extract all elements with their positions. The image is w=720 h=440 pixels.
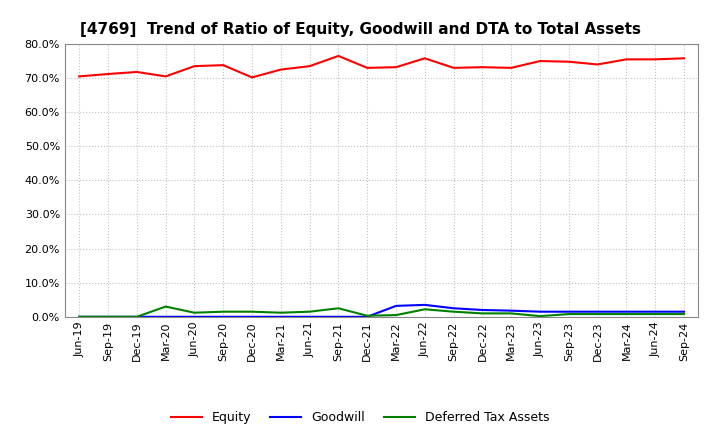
- Equity: [334, 53, 343, 59]
- Goodwill: [622, 309, 631, 314]
- Deferred Tax Assets: [132, 314, 141, 319]
- Goodwill: [593, 309, 602, 314]
- Goodwill: [305, 314, 314, 319]
- Equity: [248, 75, 256, 80]
- Deferred Tax Assets: [248, 309, 256, 314]
- Equity: [219, 62, 228, 68]
- Line: Equity: Equity: [79, 56, 684, 77]
- Equity: [161, 74, 170, 79]
- Text: [4769]  Trend of Ratio of Equity, Goodwill and DTA to Total Assets: [4769] Trend of Ratio of Equity, Goodwil…: [79, 22, 641, 37]
- Goodwill: [363, 314, 372, 319]
- Deferred Tax Assets: [334, 306, 343, 311]
- Line: Goodwill: Goodwill: [79, 305, 684, 317]
- Deferred Tax Assets: [680, 312, 688, 317]
- Deferred Tax Assets: [363, 313, 372, 319]
- Deferred Tax Assets: [651, 312, 660, 317]
- Goodwill: [478, 307, 487, 312]
- Goodwill: [190, 314, 199, 319]
- Equity: [564, 59, 573, 64]
- Equity: [420, 56, 429, 61]
- Equity: [75, 74, 84, 79]
- Goodwill: [104, 314, 112, 319]
- Deferred Tax Assets: [478, 311, 487, 316]
- Goodwill: [161, 314, 170, 319]
- Goodwill: [248, 314, 256, 319]
- Line: Deferred Tax Assets: Deferred Tax Assets: [79, 307, 684, 317]
- Goodwill: [392, 303, 400, 308]
- Goodwill: [536, 309, 544, 314]
- Deferred Tax Assets: [593, 312, 602, 317]
- Legend: Equity, Goodwill, Deferred Tax Assets: Equity, Goodwill, Deferred Tax Assets: [166, 407, 554, 429]
- Deferred Tax Assets: [420, 307, 429, 312]
- Deferred Tax Assets: [622, 312, 631, 317]
- Goodwill: [507, 308, 516, 313]
- Equity: [305, 63, 314, 69]
- Goodwill: [680, 309, 688, 314]
- Deferred Tax Assets: [507, 311, 516, 316]
- Deferred Tax Assets: [392, 312, 400, 318]
- Equity: [680, 56, 688, 61]
- Goodwill: [420, 302, 429, 308]
- Deferred Tax Assets: [449, 309, 458, 314]
- Goodwill: [334, 314, 343, 319]
- Deferred Tax Assets: [536, 313, 544, 319]
- Deferred Tax Assets: [276, 310, 285, 315]
- Equity: [622, 57, 631, 62]
- Goodwill: [75, 314, 84, 319]
- Equity: [507, 65, 516, 70]
- Equity: [593, 62, 602, 67]
- Equity: [536, 59, 544, 64]
- Deferred Tax Assets: [564, 312, 573, 317]
- Deferred Tax Assets: [219, 309, 228, 314]
- Equity: [132, 70, 141, 75]
- Goodwill: [132, 314, 141, 319]
- Deferred Tax Assets: [104, 314, 112, 319]
- Equity: [478, 65, 487, 70]
- Equity: [449, 65, 458, 70]
- Equity: [104, 71, 112, 77]
- Goodwill: [651, 309, 660, 314]
- Equity: [276, 67, 285, 72]
- Deferred Tax Assets: [190, 310, 199, 315]
- Equity: [363, 65, 372, 70]
- Equity: [392, 65, 400, 70]
- Equity: [190, 63, 199, 69]
- Goodwill: [449, 306, 458, 311]
- Deferred Tax Assets: [305, 309, 314, 314]
- Goodwill: [219, 314, 228, 319]
- Equity: [651, 57, 660, 62]
- Deferred Tax Assets: [161, 304, 170, 309]
- Goodwill: [564, 309, 573, 314]
- Deferred Tax Assets: [75, 314, 84, 319]
- Goodwill: [276, 314, 285, 319]
